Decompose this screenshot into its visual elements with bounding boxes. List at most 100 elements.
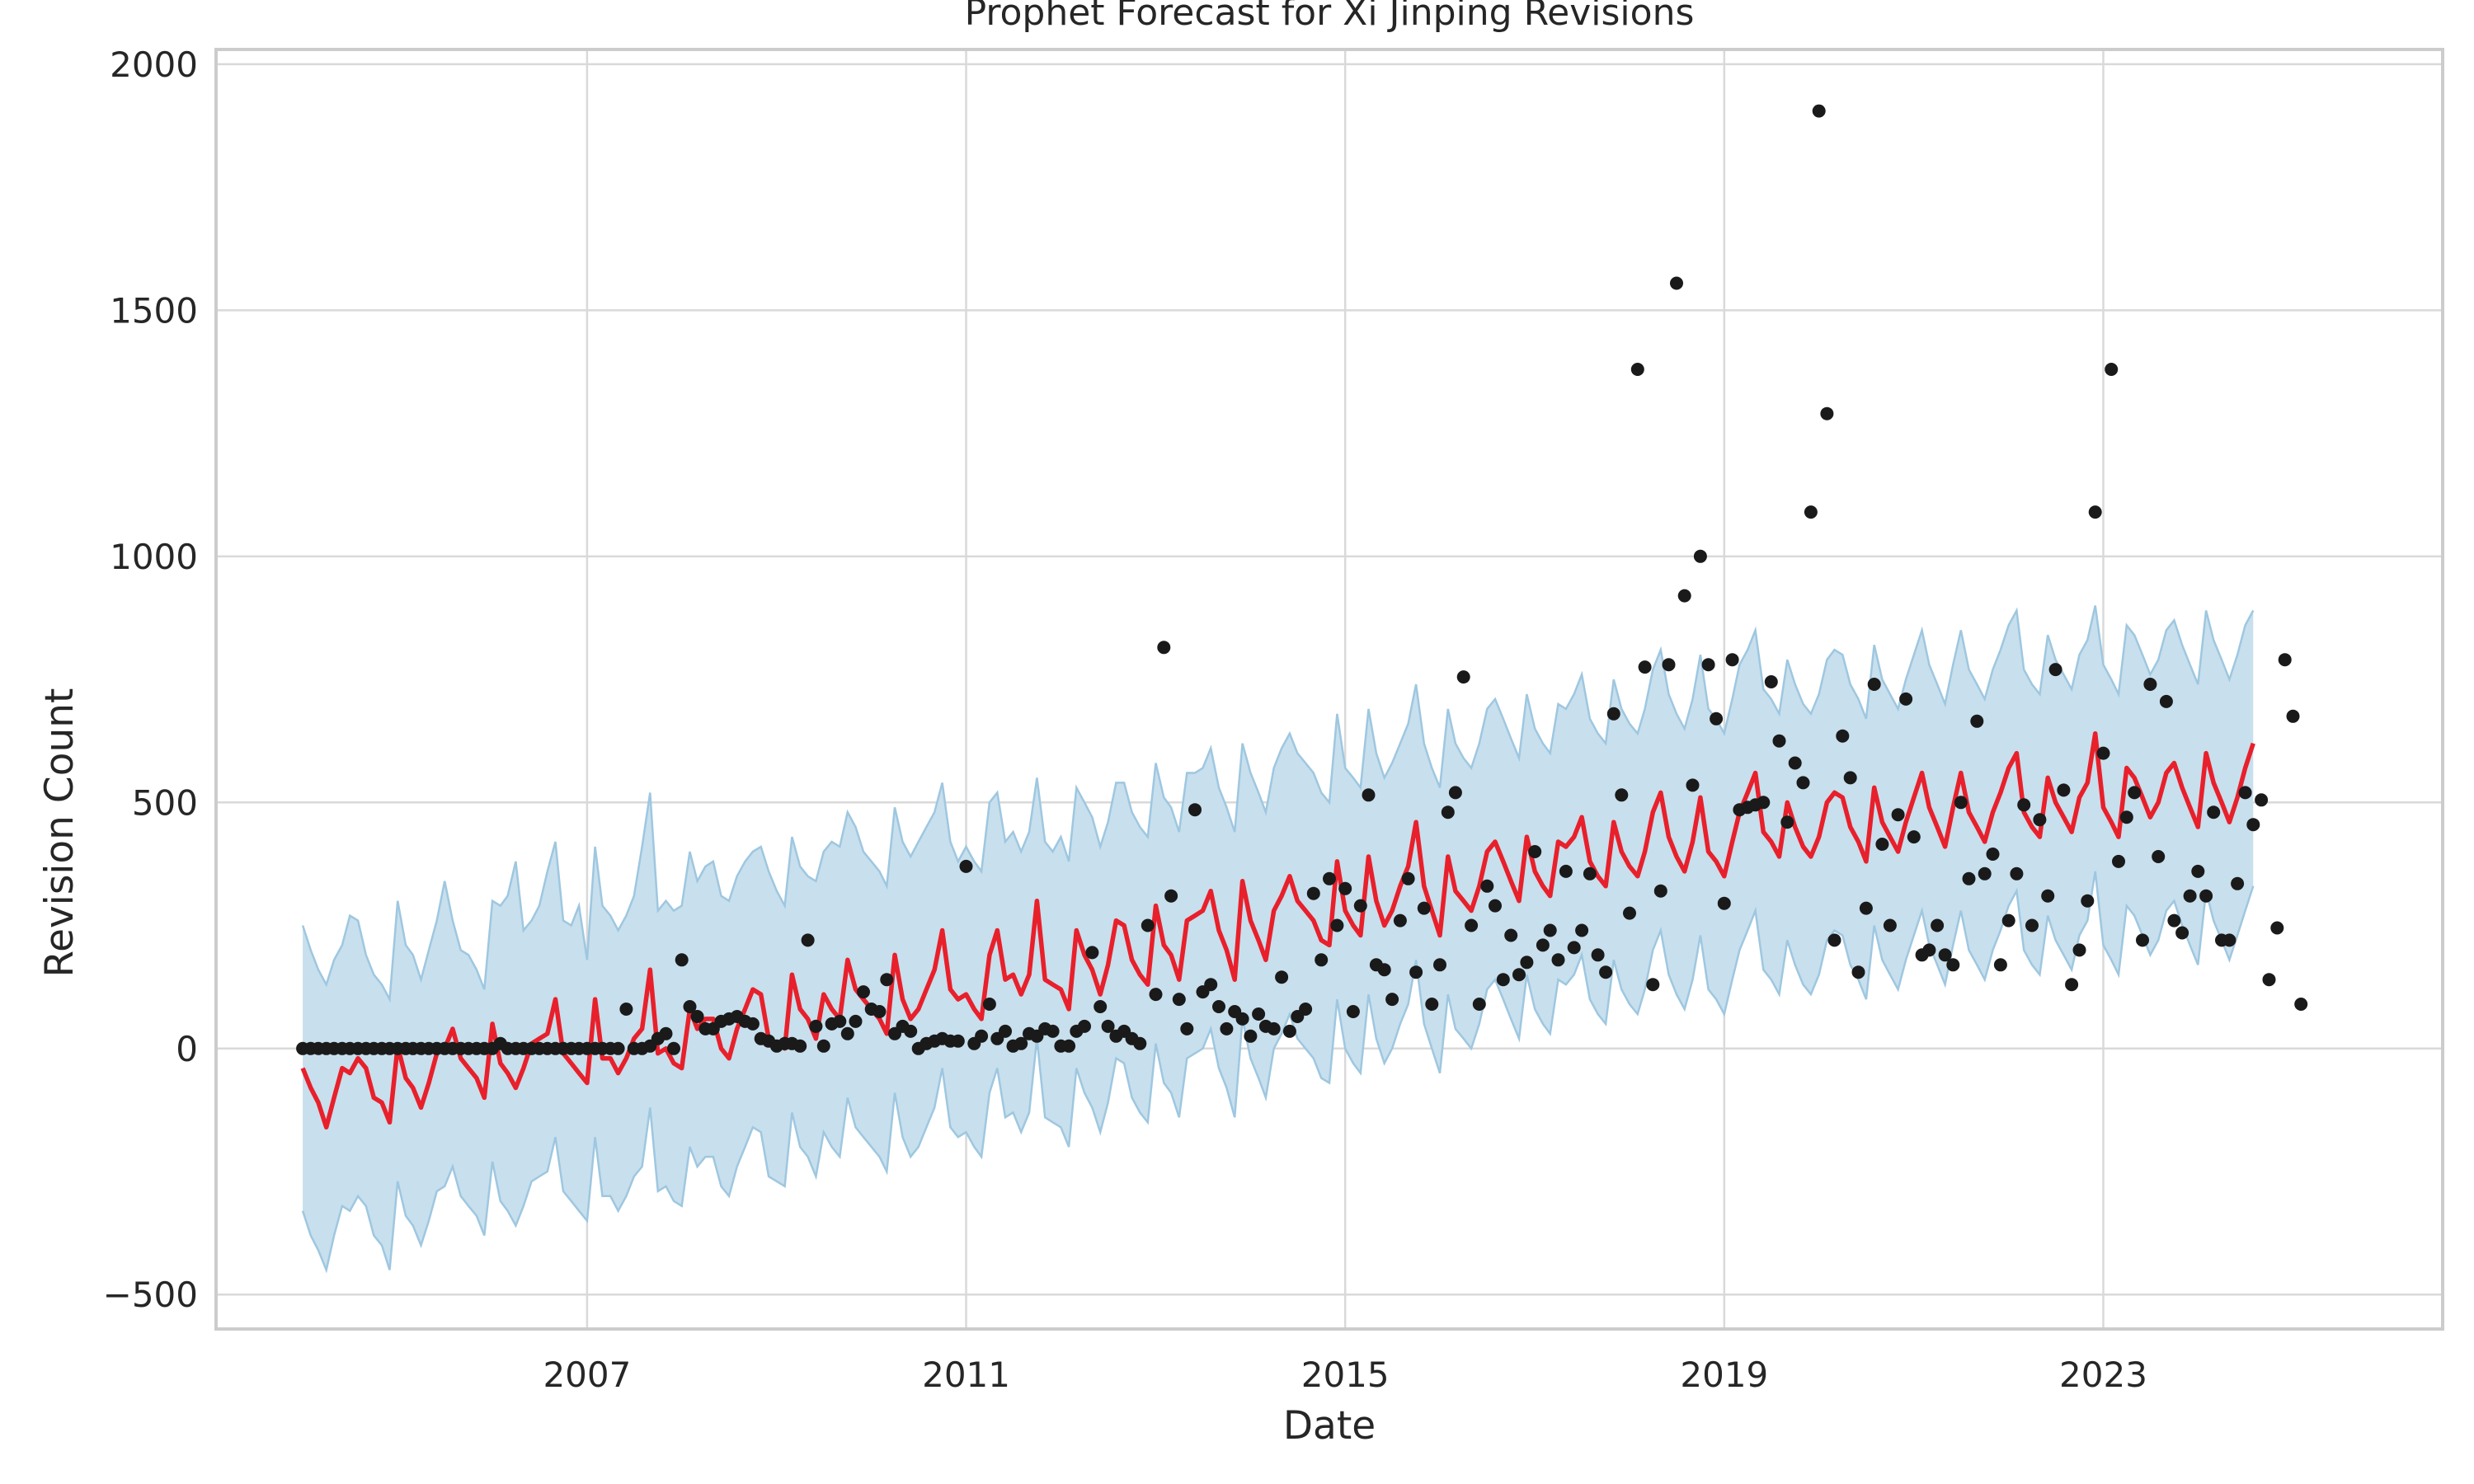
observed-point: [1804, 505, 1818, 519]
observed-point: [1780, 815, 1794, 829]
observed-point: [1062, 1039, 1076, 1053]
observed-point: [683, 1000, 697, 1013]
observed-point: [2270, 921, 2284, 935]
observed-point: [1362, 788, 1376, 802]
observed-point: [1946, 958, 1960, 972]
observed-point: [1986, 848, 2000, 861]
observed-point: [1244, 1029, 1258, 1043]
observed-point: [1315, 953, 1329, 967]
x-tick-label: 2019: [1680, 1355, 1768, 1395]
observed-point: [2255, 793, 2269, 807]
observed-point: [1701, 658, 1715, 672]
observed-point: [1046, 1024, 1060, 1038]
observed-point: [1267, 1021, 1281, 1036]
observed-point: [2119, 810, 2133, 824]
observed-point: [1677, 589, 1691, 603]
observed-point: [1149, 988, 1163, 1002]
observed-point: [1133, 1036, 1147, 1050]
observed-point: [809, 1019, 823, 1033]
observed-point: [2010, 866, 2024, 881]
observed-point: [1393, 913, 1407, 928]
observed-point: [1583, 866, 1597, 881]
observed-point: [1172, 993, 1186, 1007]
observed-point: [1764, 675, 1778, 688]
observed-point: [1480, 879, 1494, 893]
forecast-line: [300, 730, 2255, 1130]
observed-point: [1377, 963, 1391, 977]
observed-point: [1433, 958, 1446, 972]
x-tick-label: 2023: [2059, 1355, 2147, 1395]
observed-point: [2088, 505, 2102, 519]
observed-point: [1962, 871, 1976, 885]
observed-point: [2017, 798, 2031, 812]
observed-point: [1820, 406, 1834, 420]
observed-point: [2025, 918, 2039, 932]
observed-point: [1401, 871, 1415, 885]
observed-point: [1638, 660, 1652, 674]
observed-point: [1141, 918, 1155, 932]
observed-point: [2231, 876, 2245, 890]
observed-point: [849, 1014, 863, 1028]
observed-point: [833, 1014, 847, 1028]
observed-point: [840, 1026, 854, 1040]
observed-point: [2041, 889, 2055, 903]
observed-point: [880, 973, 894, 987]
observed-point: [951, 1034, 965, 1048]
observed-point: [1157, 641, 1171, 655]
observed-point: [1448, 786, 1462, 800]
observed-point: [1235, 1012, 1249, 1026]
observed-point: [1599, 965, 1613, 979]
observed-point: [857, 985, 870, 999]
uncertainty-lower-edge: [301, 871, 2255, 1274]
observed-point: [2081, 894, 2095, 908]
observed-point: [1504, 928, 1518, 942]
observed-point: [1551, 953, 1565, 967]
observed-point: [2262, 973, 2276, 987]
observed-point: [1907, 830, 1921, 844]
observed-point: [1615, 788, 1629, 802]
observed-point: [1465, 918, 1479, 932]
observed-point: [2207, 805, 2221, 819]
observed-point: [1938, 948, 1952, 962]
forecast-line-layer: [300, 730, 2255, 1130]
observed-point: [1520, 956, 1534, 970]
observed-point: [1441, 805, 1455, 819]
observed-point: [1543, 923, 1557, 937]
observed-point: [2222, 933, 2236, 947]
y-tick-label: 1500: [110, 290, 198, 331]
observed-point: [1204, 978, 1218, 992]
y-axis-title: Revision Count: [37, 688, 82, 978]
observed-point: [1670, 276, 1683, 290]
observed-point: [1812, 104, 1826, 118]
observed-point: [1757, 796, 1771, 810]
observed-point: [1725, 653, 1739, 667]
x-tick-label: 2015: [1301, 1355, 1390, 1395]
observed-point: [1094, 1000, 1108, 1013]
observed-point: [2128, 786, 2142, 800]
observed-point: [1330, 918, 1344, 932]
observed-point: [1085, 946, 1099, 960]
observed-point: [2105, 363, 2119, 376]
observed-point: [1188, 803, 1202, 817]
observed-point: [2294, 998, 2308, 1011]
plot-frame: [214, 48, 2444, 1331]
observed-point: [1101, 1019, 1115, 1033]
observed-point: [1496, 973, 1510, 987]
observed-point: [1489, 899, 1502, 913]
observed-point: [1623, 906, 1636, 920]
observed-point: [959, 859, 973, 873]
observed-point: [1978, 866, 1992, 881]
observed-point: [1353, 899, 1367, 913]
observed-point: [1425, 998, 1439, 1011]
observed-point: [2065, 978, 2079, 992]
observed-point: [2048, 663, 2062, 677]
observed-point: [1843, 771, 1857, 785]
observed-point: [1275, 970, 1289, 984]
observed-point: [1512, 968, 1526, 982]
observed-point: [1710, 711, 1724, 726]
observed-point: [1827, 933, 1841, 947]
observed-point: [816, 1039, 830, 1053]
observed-point: [1575, 923, 1589, 937]
observed-point: [2191, 864, 2205, 878]
